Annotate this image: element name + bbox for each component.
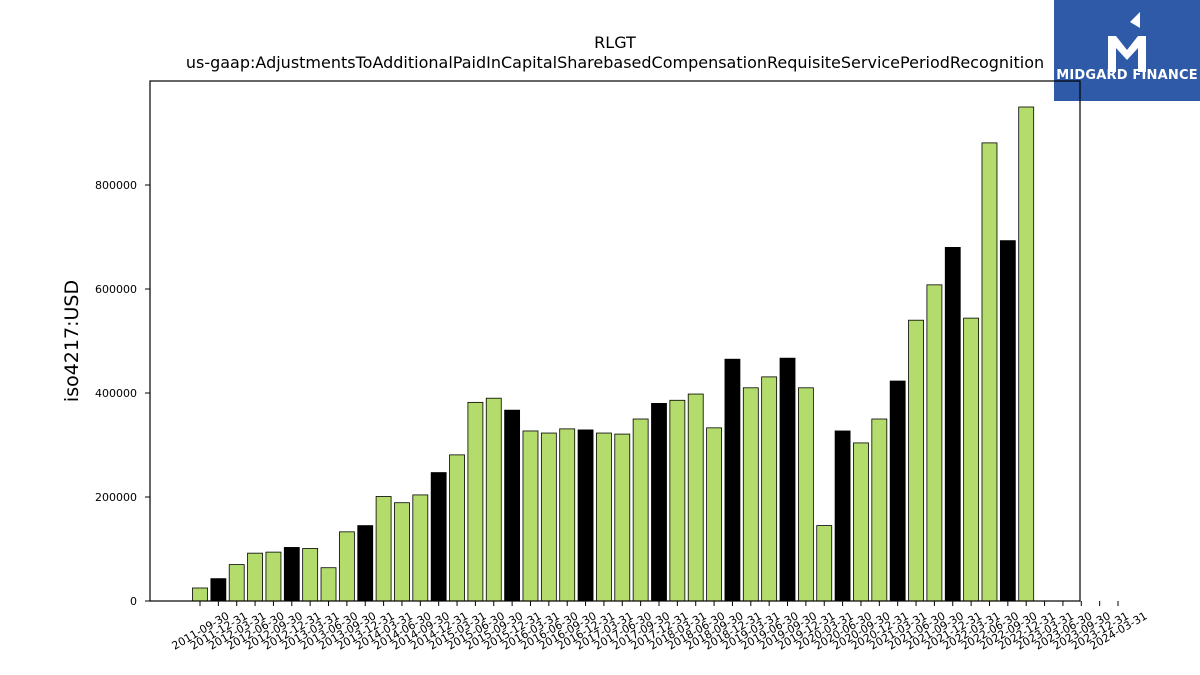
bar — [651, 402, 667, 602]
bar — [779, 357, 796, 602]
midgard-mark-icon — [1108, 12, 1146, 72]
plot-frame — [149, 80, 1081, 602]
y-tick-label: 400000 — [95, 387, 137, 400]
bar — [375, 496, 392, 602]
bar — [1018, 106, 1035, 602]
chart-title: RLGT — [594, 33, 636, 52]
bar — [228, 564, 245, 602]
bar — [357, 525, 374, 602]
chart-subtitle: us-gaap:AdjustmentsToAdditionalPaidInCap… — [185, 53, 1045, 72]
bar — [522, 430, 539, 602]
bar — [540, 432, 557, 602]
y-tick-label: 200000 — [95, 491, 137, 504]
bar — [816, 525, 833, 602]
bar — [999, 240, 1016, 602]
bar — [577, 429, 594, 602]
bar — [761, 376, 778, 602]
bar — [834, 430, 851, 602]
bar — [687, 393, 704, 602]
y-tick-label: 0 — [130, 595, 137, 608]
bar — [394, 502, 410, 602]
bar — [742, 387, 759, 602]
bar — [944, 246, 961, 602]
bar — [412, 494, 429, 602]
y-axis-label: iso4217:USD — [61, 280, 83, 402]
bar — [963, 317, 980, 602]
brand-name: MIDGARD FINANCE — [1056, 68, 1198, 83]
bar — [485, 397, 502, 602]
y-tick-label: 600000 — [95, 283, 137, 296]
bar — [449, 454, 465, 602]
bar — [908, 319, 924, 602]
bar — [706, 427, 722, 602]
y-tick-label: 800000 — [95, 179, 137, 192]
plot-area: 02000004000006000008000002011-09-302011-… — [61, 80, 1150, 653]
bar — [467, 401, 484, 602]
bar — [504, 409, 521, 602]
bar — [871, 418, 888, 602]
bar — [265, 551, 282, 602]
bar — [889, 380, 906, 602]
bar — [926, 284, 943, 602]
bar — [614, 433, 631, 602]
bar — [320, 567, 337, 602]
bar — [669, 399, 686, 602]
brand-logo: MIDGARD FINANCE — [1054, 0, 1200, 101]
bar — [724, 358, 741, 602]
bar — [210, 578, 227, 602]
bar — [338, 531, 355, 602]
bar — [302, 548, 319, 602]
bar — [981, 142, 998, 602]
bar — [247, 552, 263, 602]
bar — [797, 387, 814, 602]
bar — [632, 418, 649, 602]
bar — [192, 587, 208, 602]
bar — [853, 442, 869, 602]
bar — [283, 547, 300, 602]
bar — [430, 472, 447, 602]
bar — [596, 432, 612, 602]
bar — [559, 428, 576, 602]
